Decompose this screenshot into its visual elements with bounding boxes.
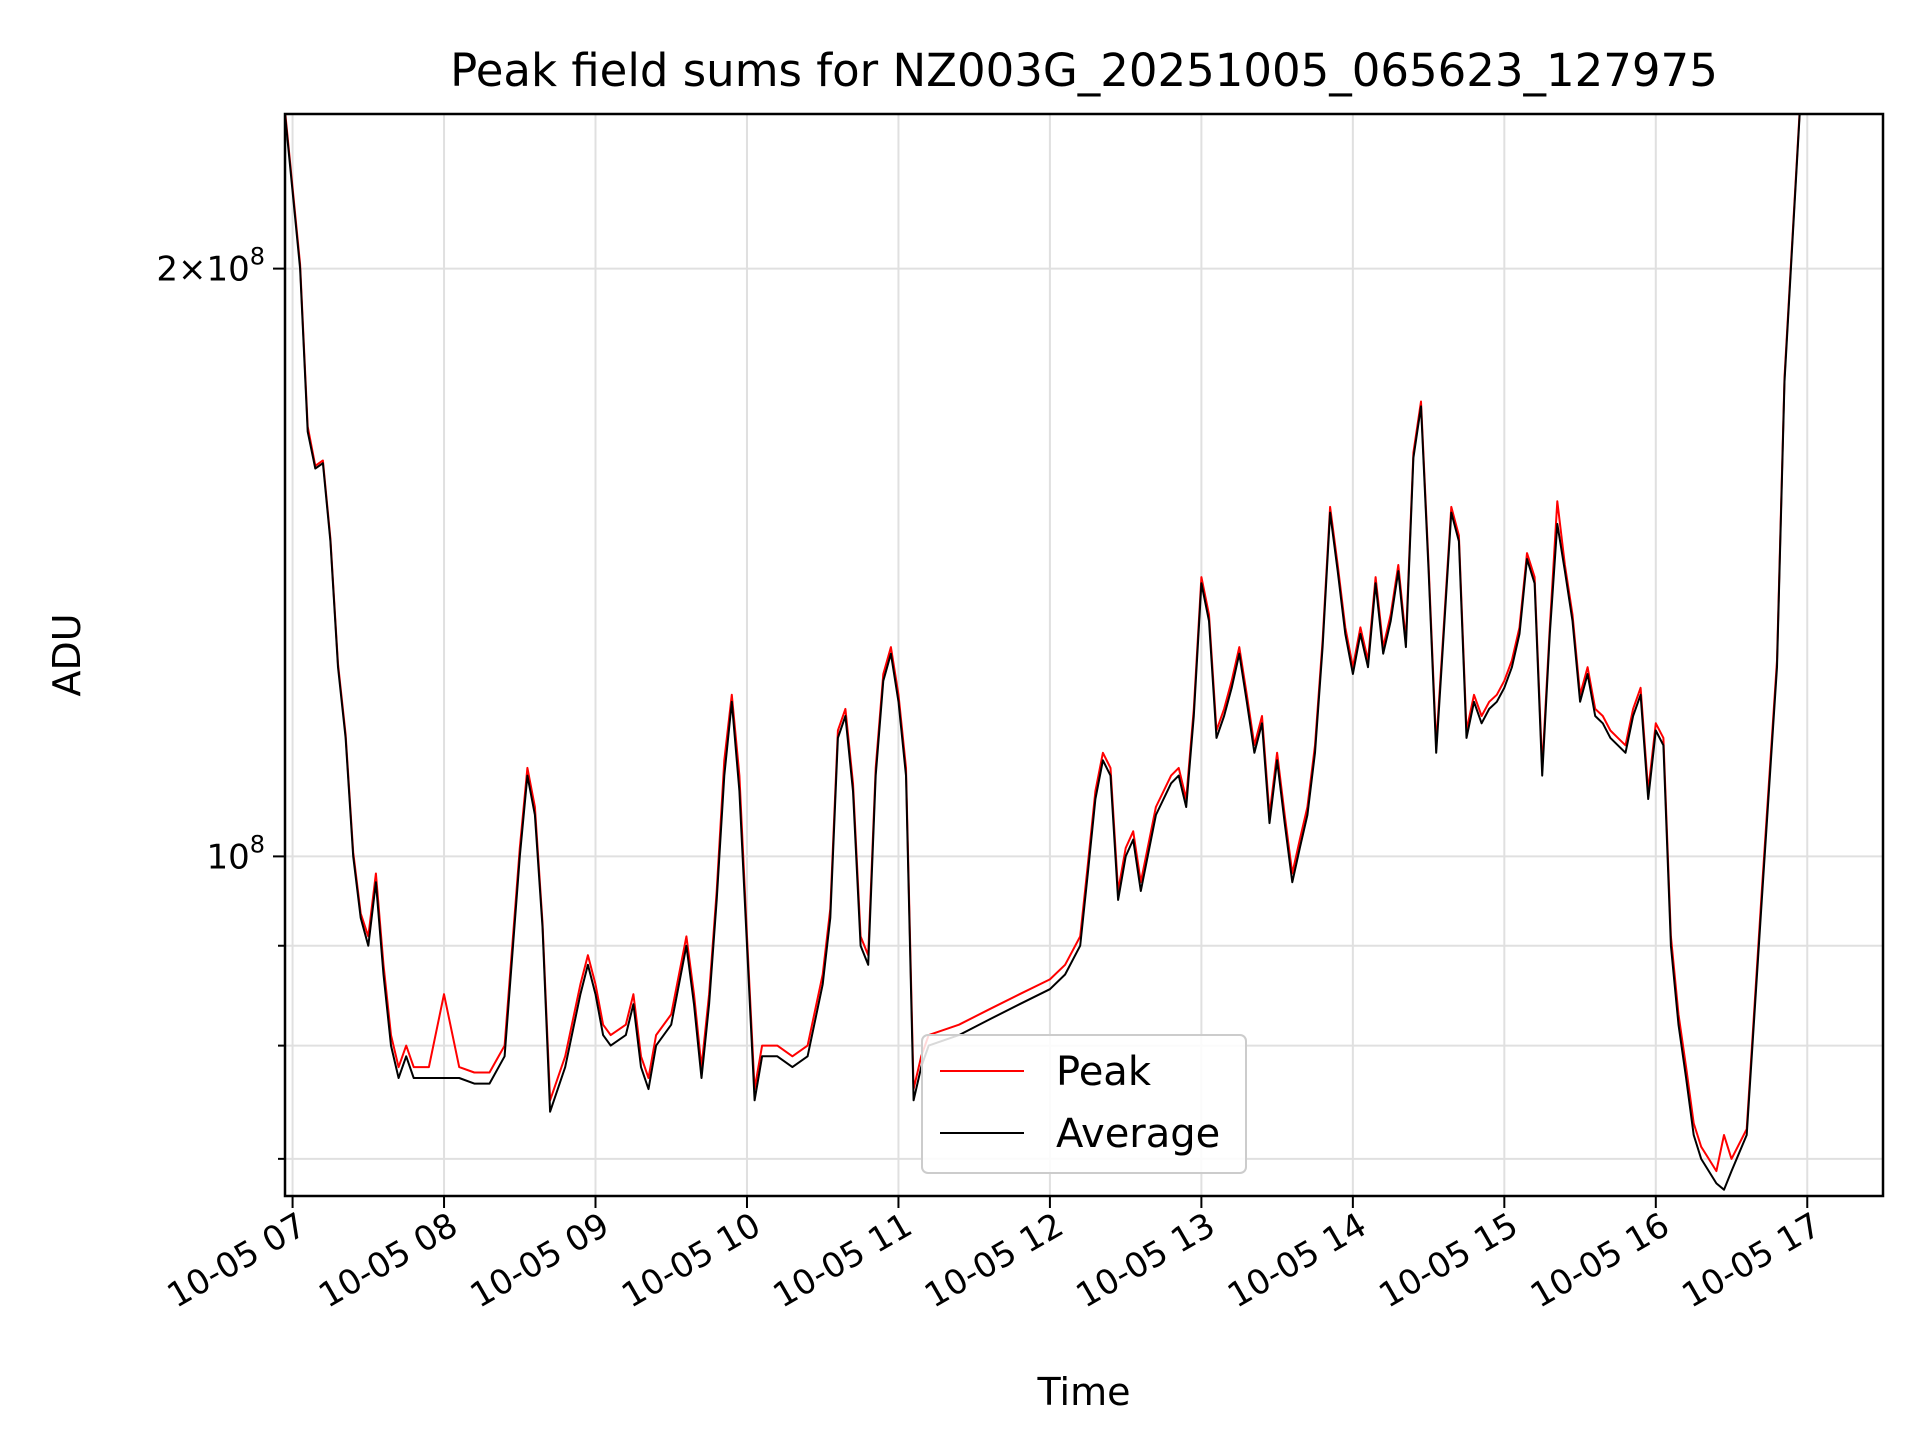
legend-label-average: Average (1056, 1111, 1220, 1157)
plot-frame (283, 112, 1885, 1198)
y-tick-label: 2×108 (156, 243, 265, 290)
series-line-average (285, 114, 1801, 1191)
chart-title: Peak field sums for NZ003G_20251005_0656… (450, 44, 1718, 97)
y-tick-label: 108 (206, 830, 265, 877)
y-axis: 108 2×108 (156, 243, 285, 1160)
legend-label-peak: Peak (1056, 1049, 1152, 1095)
series-layer (285, 114, 1801, 1191)
x-axis-label: Time (1037, 1370, 1131, 1414)
y-axis-label: ADU (45, 613, 89, 696)
legend: Peak Average (921, 1034, 1247, 1174)
legend-box (921, 1034, 1247, 1174)
